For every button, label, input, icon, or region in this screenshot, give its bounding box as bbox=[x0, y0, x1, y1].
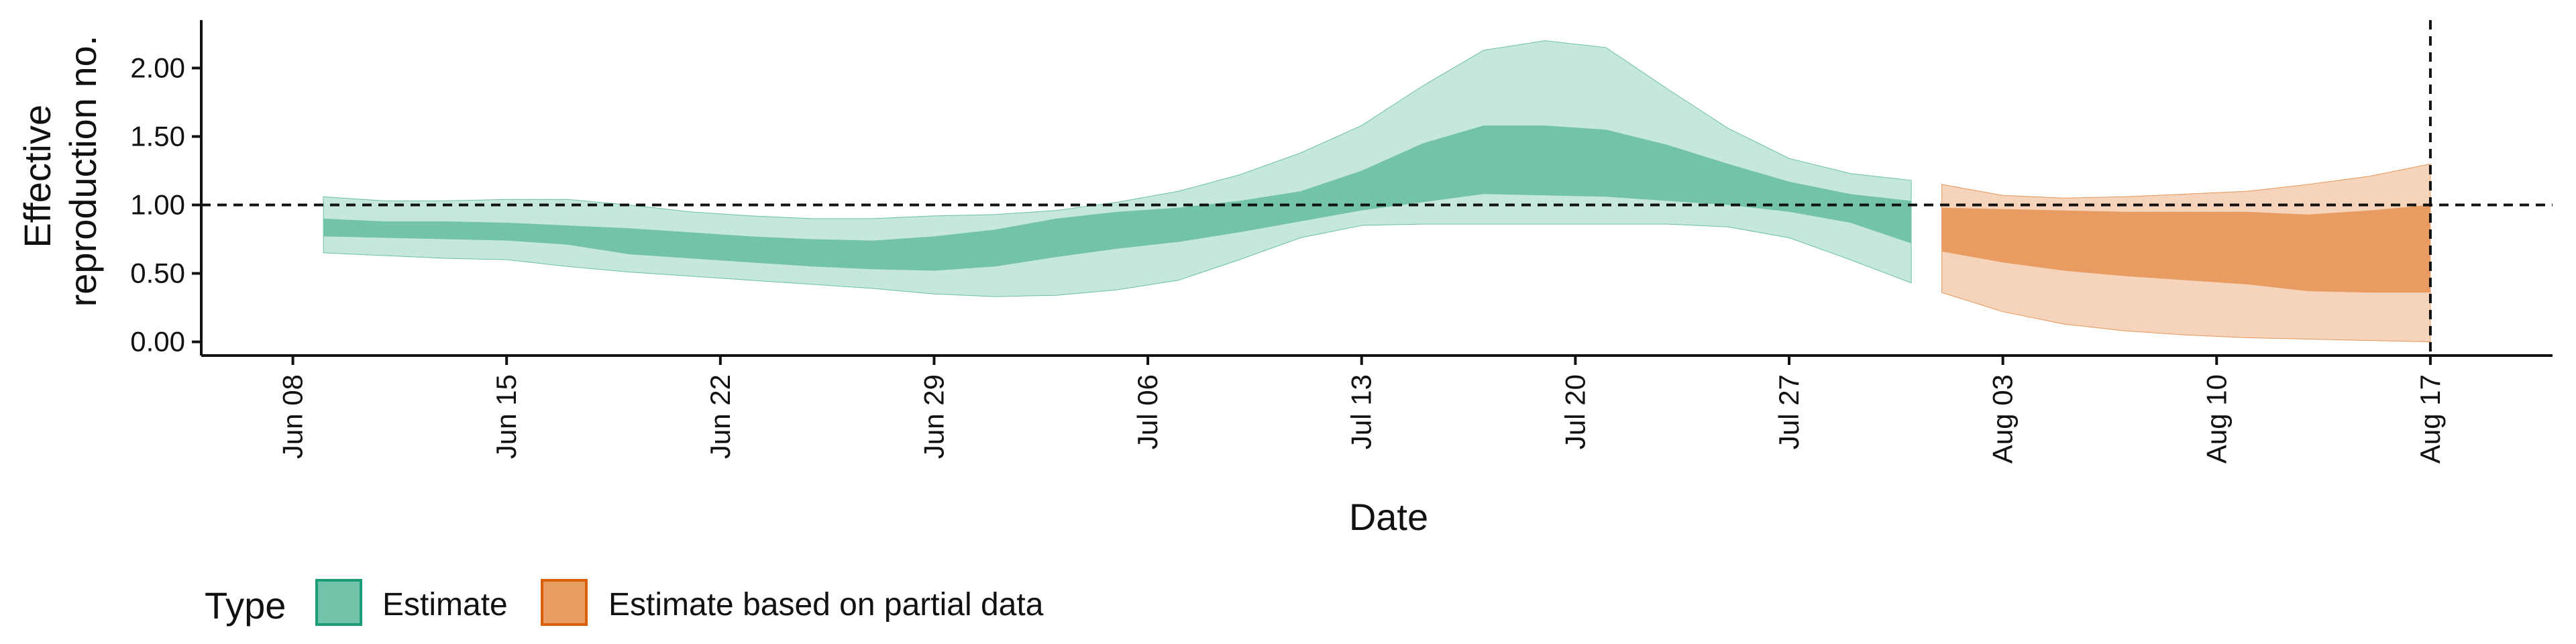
legend-title: Type bbox=[205, 584, 286, 627]
reference-lines bbox=[201, 20, 2553, 356]
series-0-inner-band bbox=[323, 125, 1912, 271]
x-tick-label: Jun 15 bbox=[490, 374, 522, 459]
series-0-outer-band bbox=[323, 40, 1912, 297]
x-tick-label: Aug 17 bbox=[2414, 374, 2446, 464]
legend-key-partial-data bbox=[541, 579, 588, 626]
x-tick-label: Jul 20 bbox=[1559, 374, 1591, 449]
y-tick-label: 0.50 bbox=[130, 258, 185, 289]
x-tick-label: Jul 06 bbox=[1132, 374, 1163, 449]
legend-key-estimate bbox=[315, 579, 362, 626]
x-tick-label: Jul 13 bbox=[1346, 374, 1377, 449]
x-tick-label: Aug 03 bbox=[1987, 374, 2019, 464]
y-tick-label: 1.50 bbox=[130, 120, 185, 152]
x-tick-label: Jun 29 bbox=[918, 374, 949, 459]
series-1-inner-band bbox=[1941, 205, 2430, 293]
axes bbox=[200, 20, 2553, 357]
y-ticks: 0.00 0.50 1.00 1.50 2.00 bbox=[130, 52, 201, 358]
y-axis-title: Effective reproduction no. bbox=[16, 36, 104, 307]
legend-label-partial-data: Estimate based on partial data bbox=[608, 587, 1044, 623]
y-tick-label: 2.00 bbox=[130, 52, 185, 83]
x-axis-title: Date bbox=[1349, 496, 1428, 538]
x-tick-label: Jul 27 bbox=[1773, 374, 1805, 449]
y-axis-title-line-2: reproduction no. bbox=[62, 36, 104, 307]
y-axis-title-line-1: Effective bbox=[16, 105, 58, 248]
x-tick-label: Jun 22 bbox=[704, 374, 736, 459]
y-tick-label: 0.00 bbox=[130, 326, 185, 358]
y-tick-label: 1.00 bbox=[130, 189, 185, 221]
x-tick-label: Jun 08 bbox=[277, 374, 309, 459]
legend: Type Estimate Estimate based on partial … bbox=[205, 579, 1044, 627]
plot-series bbox=[323, 40, 2431, 343]
legend-label-estimate: Estimate bbox=[382, 587, 508, 623]
x-tick-label: Aug 10 bbox=[2200, 374, 2232, 464]
x-ticks: Jun 08 Jun 15 Jun 22 Jun 29 Jul 06 Jul 13 Jul … bbox=[277, 356, 2446, 464]
